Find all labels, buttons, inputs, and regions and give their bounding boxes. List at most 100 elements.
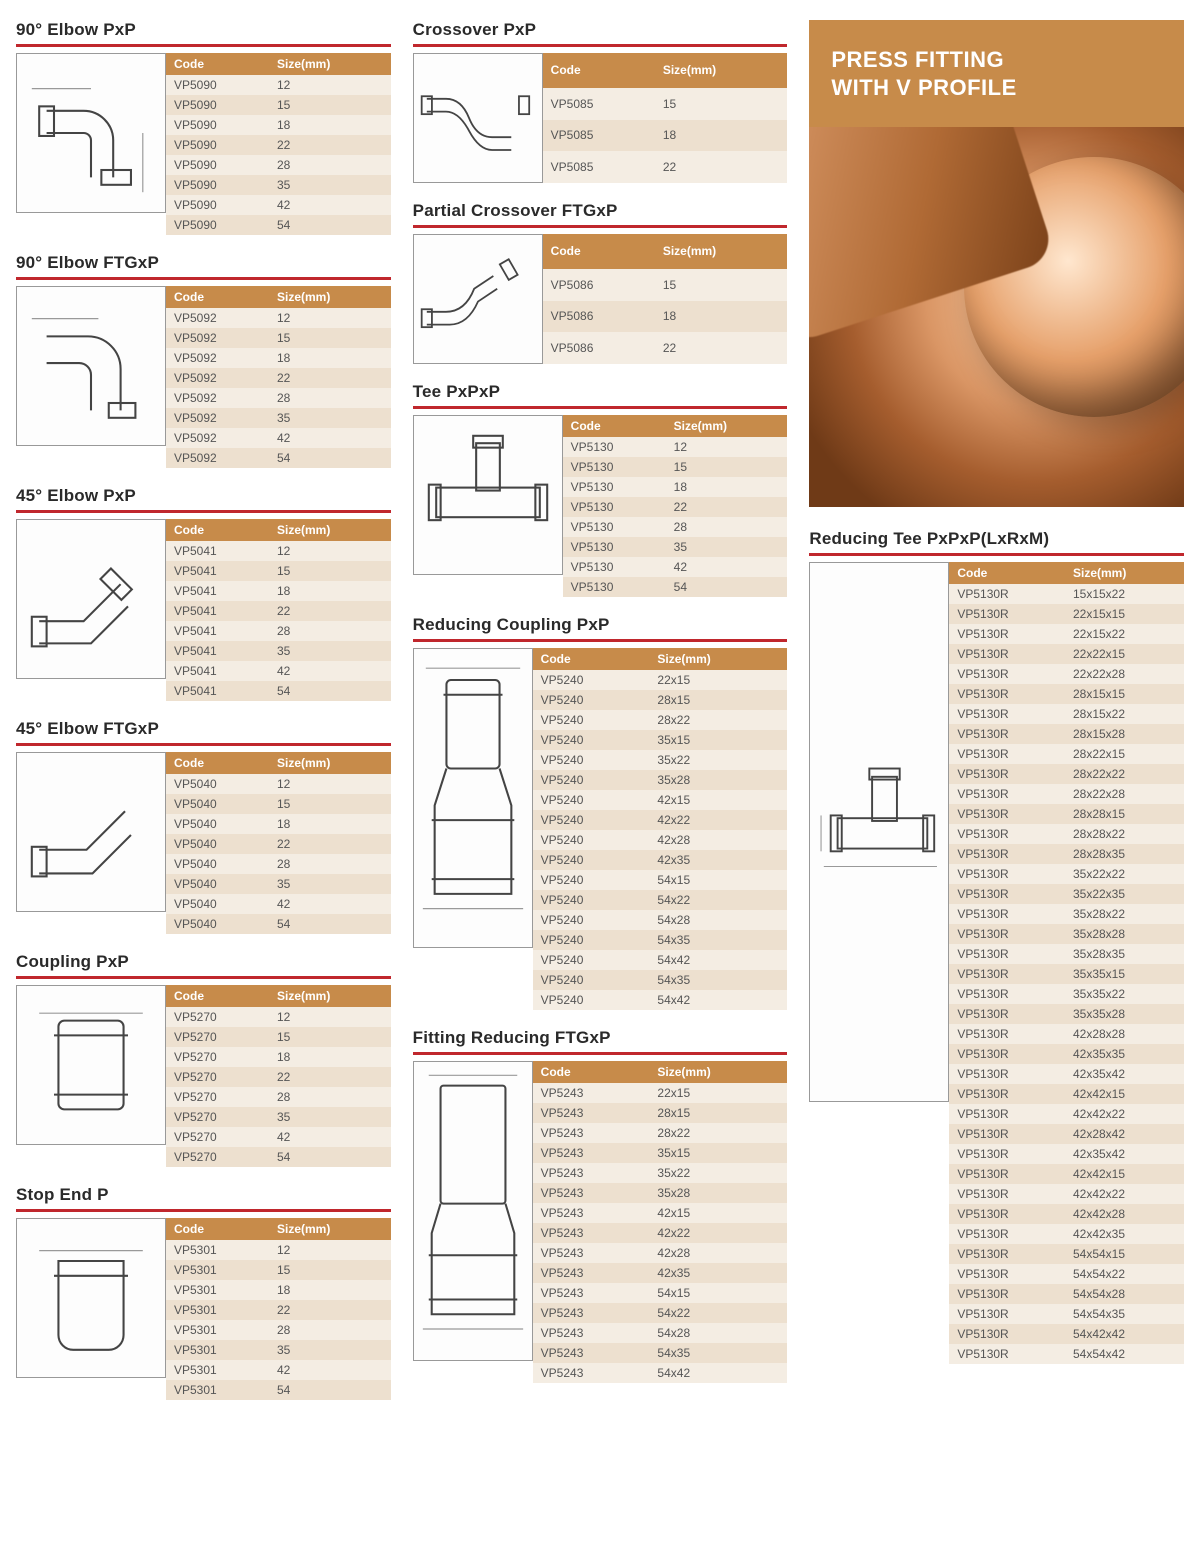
cell-size: 42x42x22 xyxy=(1065,1184,1184,1204)
cell-size: 54x35 xyxy=(649,930,787,950)
cell-code: VP5130R xyxy=(949,884,1065,904)
cell-code: VP5240 xyxy=(533,810,650,830)
col-header-code: Code xyxy=(533,1061,650,1083)
cell-size: 35x22x35 xyxy=(1065,884,1184,904)
table-row: VP508622 xyxy=(543,332,788,364)
table-row: VP5130R42x28x28 xyxy=(949,1024,1184,1044)
table-row: VP504022 xyxy=(166,834,391,854)
red-divider xyxy=(413,225,788,228)
diagram-stopend xyxy=(16,1218,166,1378)
cell-size: 12 xyxy=(269,541,391,561)
cell-size: 22x15 xyxy=(649,1083,787,1103)
red-divider xyxy=(16,510,391,513)
table-row: VP5130R35x35x22 xyxy=(949,984,1184,1004)
cell-code: VP5040 xyxy=(166,854,269,874)
cell-size: 15 xyxy=(269,95,391,115)
cell-code: VP5130R xyxy=(949,1244,1065,1264)
table-row: VP504035 xyxy=(166,874,391,894)
cell-code: VP5130R xyxy=(949,584,1065,604)
cell-size: 15 xyxy=(269,794,391,814)
cell-code: VP5130R xyxy=(949,964,1065,984)
table-row: VP5130R35x28x22 xyxy=(949,904,1184,924)
table-row: VP524054x42 xyxy=(533,990,788,1010)
table-row: VP5130R42x42x35 xyxy=(949,1224,1184,1244)
table-row: VP508522 xyxy=(543,151,788,183)
cell-code: VP5130 xyxy=(563,577,666,597)
table-row: VP504128 xyxy=(166,621,391,641)
cell-code: VP5301 xyxy=(166,1360,269,1380)
table-row: VP5130R28x15x22 xyxy=(949,704,1184,724)
col-header-size: Size(mm) xyxy=(269,519,391,541)
cell-code: VP5040 xyxy=(166,794,269,814)
table-row: VP5130R22x15x15 xyxy=(949,604,1184,624)
table-row: VP509015 xyxy=(166,95,391,115)
cell-size: 54 xyxy=(269,681,391,701)
table-row: VP524042x15 xyxy=(533,790,788,810)
table-row: VP530112 xyxy=(166,1240,391,1260)
cell-code: VP5130R xyxy=(949,624,1065,644)
cell-code: VP5130R xyxy=(949,1164,1065,1184)
cell-size: 28x28x22 xyxy=(1065,824,1184,844)
cell-code: VP5240 xyxy=(533,870,650,890)
diagram-partialcrossover xyxy=(413,234,543,364)
cell-code: VP5130R xyxy=(949,1084,1065,1104)
cell-size: 42 xyxy=(269,1127,391,1147)
cell-code: VP5092 xyxy=(166,328,269,348)
cell-size: 28 xyxy=(269,1087,391,1107)
cell-size: 35x28 xyxy=(649,770,787,790)
table-row: VP508618 xyxy=(543,301,788,333)
column-1: 90° Elbow PxP CodeSize(mm)VP509012VP5090… xyxy=(16,20,391,1418)
section-title: Fitting Reducing FTGxP xyxy=(413,1028,788,1048)
red-divider xyxy=(16,1209,391,1212)
cell-code: VP5240 xyxy=(533,670,650,690)
table-row: VP509228 xyxy=(166,388,391,408)
table-row: VP524042x22 xyxy=(533,810,788,830)
col-header-code: Code xyxy=(166,1218,269,1240)
table-row: VP527035 xyxy=(166,1107,391,1127)
table-row: VP524354x35 xyxy=(533,1343,788,1363)
cell-size: 42x22 xyxy=(649,810,787,830)
cell-size: 42x28 xyxy=(649,830,787,850)
cell-code: VP5086 xyxy=(543,269,655,301)
cell-code: VP5130R xyxy=(949,984,1065,1004)
table-partialcrossover: CodeSize(mm)VP508615VP508618VP508622 xyxy=(543,234,788,364)
cell-size: 42x28x28 xyxy=(1065,1024,1184,1044)
section-title: Tee PxPxP xyxy=(413,382,788,402)
table-row: VP509042 xyxy=(166,195,391,215)
section-title: Partial Crossover FTGxP xyxy=(413,201,788,221)
table-row: VP524328x15 xyxy=(533,1103,788,1123)
section-elbow90pxp: 90° Elbow PxP CodeSize(mm)VP509012VP5090… xyxy=(16,20,391,235)
cell-size: 42x42x15 xyxy=(1065,1084,1184,1104)
table-row: VP524035x15 xyxy=(533,730,788,750)
table-row: VP508615 xyxy=(543,269,788,301)
table-row: VP527018 xyxy=(166,1047,391,1067)
cell-size: 28x22x22 xyxy=(1065,764,1184,784)
cell-size: 35x35x15 xyxy=(1065,964,1184,984)
cell-code: VP5130R xyxy=(949,1344,1065,1364)
table-row: VP504154 xyxy=(166,681,391,701)
cell-code: VP5090 xyxy=(166,215,269,235)
cell-size: 35 xyxy=(269,175,391,195)
col-header-size: Size(mm) xyxy=(269,985,391,1007)
cell-size: 28 xyxy=(666,517,788,537)
table-row: VP530128 xyxy=(166,1320,391,1340)
cell-code: VP5130R xyxy=(949,864,1065,884)
table-row: VP5130R35x22x22 xyxy=(949,864,1184,884)
cell-size: 42 xyxy=(269,428,391,448)
cell-size: 18 xyxy=(269,115,391,135)
table-row: VP504054 xyxy=(166,914,391,934)
cell-size: 22 xyxy=(269,368,391,388)
table-row: VP524054x28 xyxy=(533,910,788,930)
cell-size: 35x35x22 xyxy=(1065,984,1184,1004)
red-divider xyxy=(16,44,391,47)
table-row: VP5130R54x54x15 xyxy=(949,1244,1184,1264)
cell-size: 15 xyxy=(655,88,788,120)
cell-code: VP5130R xyxy=(949,1124,1065,1144)
table-row: VP504028 xyxy=(166,854,391,874)
cell-code: VP5090 xyxy=(166,115,269,135)
cell-code: VP5301 xyxy=(166,1240,269,1260)
cell-code: VP5240 xyxy=(533,890,650,910)
cell-size: 18 xyxy=(666,477,788,497)
table-row: VP524022x15 xyxy=(533,670,788,690)
cell-code: VP5090 xyxy=(166,155,269,175)
